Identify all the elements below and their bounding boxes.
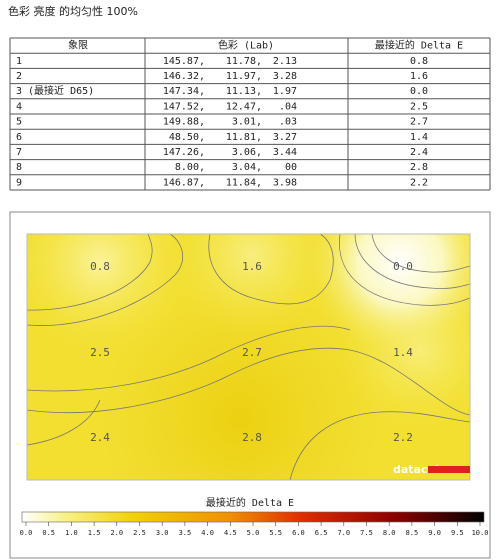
colorbar-tick-label: 6.5 <box>315 529 328 537</box>
lab-cell: 147.34, <box>163 86 205 97</box>
colorbar-tick-label: 4.0 <box>201 529 214 537</box>
lab-cell: 147.52, <box>163 101 205 112</box>
lab-cell: 11.78, <box>226 56 262 67</box>
table-header: 象限 <box>68 40 88 52</box>
region-cell: 3 (最接近 D65) <box>16 84 94 97</box>
region-cell: 8 <box>16 162 22 173</box>
colorbar-tick-label: 8.5 <box>406 529 419 537</box>
lab-cell: 8.00, <box>175 162 205 173</box>
colorbar-tick-label: 9.5 <box>451 529 464 537</box>
table-header: 色彩 (Lab) <box>218 39 274 52</box>
logo-bar <box>428 466 470 473</box>
colorbar-tick-label: 6.0 <box>292 529 305 537</box>
delta-e-cell: 2.4 <box>410 147 428 158</box>
colorbar-tick-label: 0.5 <box>42 529 55 537</box>
region-cell: 7 <box>16 147 22 158</box>
colorbar-title: 最接近的 Delta E <box>206 496 294 509</box>
colorbar-tick-label: 3.5 <box>179 529 192 537</box>
region-cell: 6 <box>16 132 22 143</box>
colorbar-tick-label: 1.5 <box>88 529 101 537</box>
lab-cell: 146.32, <box>163 71 205 82</box>
colorbar-tick-label: 0.0 <box>20 529 33 537</box>
lab-cell: 2.13 <box>273 56 297 67</box>
colorbar-tick-label: 4.5 <box>224 529 237 537</box>
lab-cell: 149.88, <box>163 117 205 128</box>
contour-label: 2.8 <box>242 431 262 444</box>
colorbar-tick-label: 7.5 <box>360 529 373 537</box>
colorbar-tick-label: 8.0 <box>383 529 396 537</box>
region-cell: 4 <box>16 101 22 112</box>
lab-cell: 3.06, <box>232 147 262 158</box>
colorbar-tick-label: 10.0 <box>472 529 489 537</box>
lab-cell: 11.84, <box>226 177 262 188</box>
lab-cell: .04 <box>279 101 297 112</box>
colorbar <box>21 511 485 523</box>
lab-cell: 3.04, <box>232 162 262 173</box>
colorbar-tick-label: 7.0 <box>337 529 350 537</box>
table: 象限 色彩 (Lab) 最接近的 Delta E 1 145.87, 11.78, 2.13… <box>9 37 491 191</box>
table-header: 最接近的 Delta E <box>375 39 463 52</box>
lab-cell: 11.81, <box>226 132 262 143</box>
lab-cell: 3.44 <box>273 147 297 158</box>
colorbar-tick-label: 2.0 <box>110 529 123 537</box>
region-cell: 9 <box>16 177 22 188</box>
page-title: 色彩 亮度 的均匀性 100% <box>8 4 138 18</box>
contour-map <box>26 233 471 481</box>
lab-cell: 48.50, <box>169 132 205 143</box>
lab-cell: 3.28 <box>273 71 297 82</box>
region-cell: 5 <box>16 117 22 128</box>
region-cell: 2 <box>16 71 22 82</box>
lab-cell: 146.87, <box>163 177 205 188</box>
delta-e-cell: 0.0 <box>410 86 428 97</box>
lab-cell: 3.98 <box>273 177 297 188</box>
lab-cell: 00 <box>285 162 297 173</box>
contour-label: 1.4 <box>393 346 413 359</box>
colorbar-tick-label: 1.0 <box>65 529 78 537</box>
colorbar-tick-label: 9.0 <box>428 529 441 537</box>
contour-label: 0.8 <box>90 260 110 273</box>
contour-label: 0.0 <box>393 260 413 273</box>
delta-e-cell: 1.6 <box>410 71 428 82</box>
lab-cell: 12.47, <box>226 101 262 112</box>
lab-cell: 145.87, <box>163 56 205 67</box>
lab-cell: 3.27 <box>273 132 297 143</box>
delta-e-cell: 2.5 <box>410 101 428 112</box>
delta-e-cell: 2.7 <box>410 117 428 128</box>
lab-cell: 3.01, <box>232 117 262 128</box>
lab-cell: 1.97 <box>273 86 297 97</box>
delta-e-cell: 2.8 <box>410 162 428 173</box>
lab-cell: 11.97, <box>226 71 262 82</box>
region-cell: 1 <box>16 56 22 67</box>
contour-label: 2.5 <box>90 346 110 359</box>
delta-e-cell: 1.4 <box>410 132 428 143</box>
contour-label: 2.2 <box>393 431 413 444</box>
colorbar-tick-label: 5.0 <box>247 529 260 537</box>
colorbar-tick-label: 3.0 <box>156 529 169 537</box>
contour-label: 2.7 <box>242 346 262 359</box>
colorbar-tick-label: 2.5 <box>133 529 146 537</box>
delta-e-cell: 0.8 <box>410 56 428 67</box>
contour-label: 1.6 <box>242 260 262 273</box>
colorbar-tick-label: 5.5 <box>269 529 282 537</box>
contour-label: 2.4 <box>90 431 110 444</box>
delta-e-cell: 2.2 <box>410 177 428 188</box>
lab-cell: 147.26, <box>163 147 205 158</box>
lab-cell: 11.13, <box>226 86 262 97</box>
lab-cell: .03 <box>279 117 297 128</box>
